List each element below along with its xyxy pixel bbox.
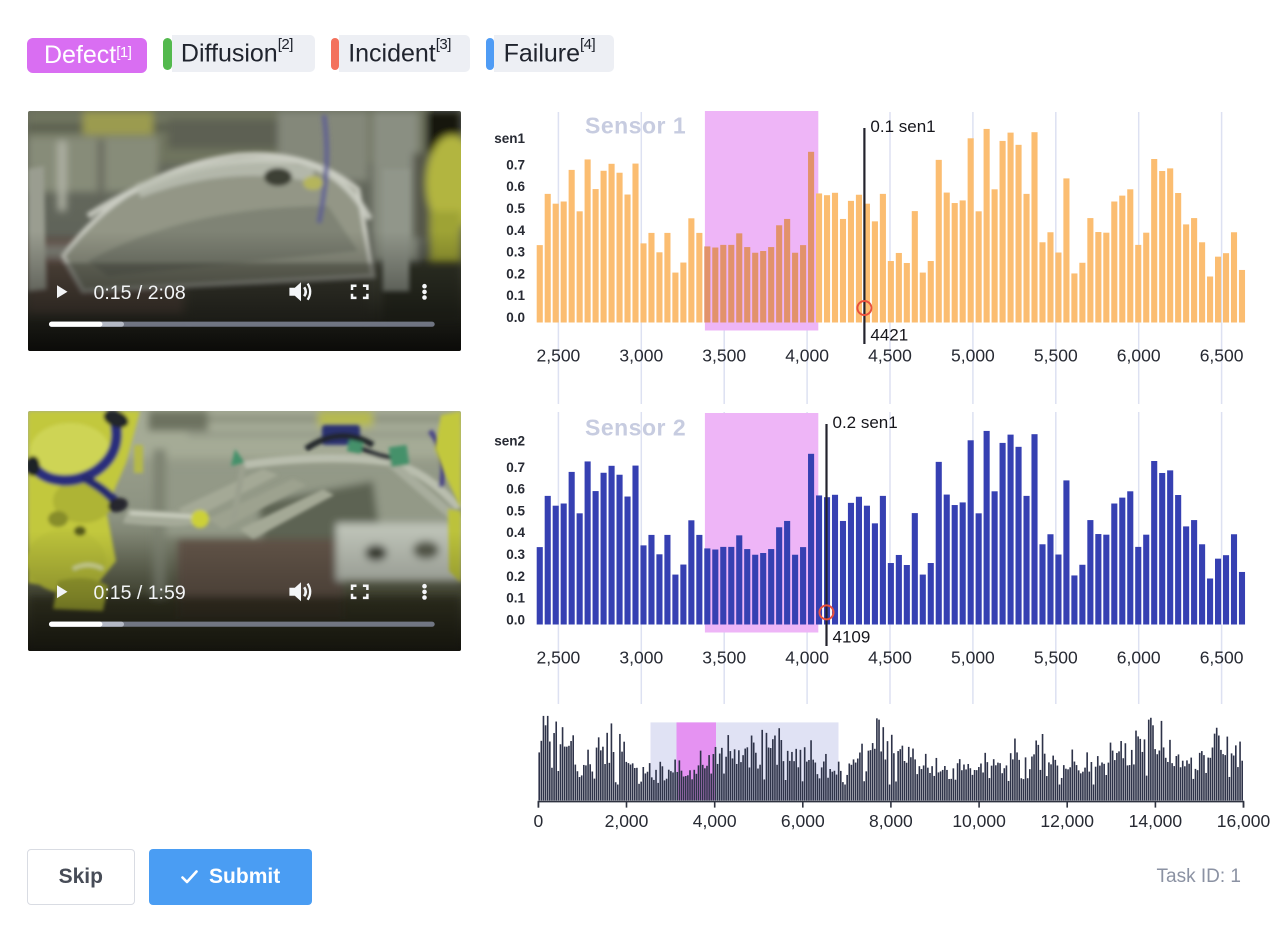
svg-text:3,000: 3,000 [619,346,663,366]
svg-text:0.4: 0.4 [506,223,525,238]
svg-text:2,000: 2,000 [605,811,649,831]
svg-text:0:15 / 1:59: 0:15 / 1:59 [94,582,186,604]
svg-text:3,000: 3,000 [619,648,663,668]
svg-text:4,500: 4,500 [868,346,912,366]
svg-text:0.0: 0.0 [506,612,525,627]
svg-text:2,500: 2,500 [537,346,581,366]
svg-text:0: 0 [534,811,544,831]
svg-text:4,000: 4,000 [693,811,737,831]
svg-text:3,500: 3,500 [702,346,746,366]
svg-text:0.6: 0.6 [506,179,525,194]
svg-text:Sensor 2: Sensor 2 [585,415,686,441]
svg-text:0.2: 0.2 [506,266,525,281]
svg-text:0.7: 0.7 [506,460,525,475]
svg-text:0:15 / 2:08: 0:15 / 2:08 [94,282,186,304]
svg-text:4,000: 4,000 [785,346,829,366]
svg-text:0.2: 0.2 [506,569,525,584]
svg-text:6,000: 6,000 [1117,648,1161,668]
svg-text:14,000: 14,000 [1129,811,1183,831]
svg-text:sen1: sen1 [494,131,525,146]
svg-text:4,000: 4,000 [785,648,829,668]
svg-text:5,000: 5,000 [951,346,995,366]
svg-text:6,500: 6,500 [1200,648,1244,668]
svg-text:4109: 4109 [833,628,871,647]
svg-text:8,000: 8,000 [869,811,913,831]
svg-text:10,000: 10,000 [952,811,1006,831]
svg-text:16,000: 16,000 [1217,811,1271,831]
svg-text:0.2 sen1: 0.2 sen1 [833,413,898,432]
svg-text:0.7: 0.7 [506,157,525,172]
svg-text:0.1: 0.1 [506,288,525,303]
svg-text:4,500: 4,500 [868,648,912,668]
svg-text:0.3: 0.3 [506,547,525,562]
svg-text:Sensor 1: Sensor 1 [585,113,686,139]
svg-text:0.0: 0.0 [506,310,525,325]
svg-text:0.3: 0.3 [506,245,525,260]
svg-text:4421: 4421 [870,326,908,345]
svg-text:0.6: 0.6 [506,482,525,497]
svg-text:5,500: 5,500 [1034,346,1078,366]
svg-text:0.4: 0.4 [506,525,525,540]
svg-text:0.1: 0.1 [506,591,525,606]
svg-text:sen2: sen2 [494,433,525,448]
svg-text:5,500: 5,500 [1034,648,1078,668]
svg-text:0.1 sen1: 0.1 sen1 [870,117,935,136]
svg-text:6,000: 6,000 [1117,346,1161,366]
svg-text:6,000: 6,000 [781,811,825,831]
svg-text:6,500: 6,500 [1200,346,1244,366]
svg-text:2,500: 2,500 [537,648,581,668]
svg-text:5,000: 5,000 [951,648,995,668]
svg-text:3,500: 3,500 [702,648,746,668]
svg-text:0.5: 0.5 [506,503,525,518]
svg-text:0.5: 0.5 [506,201,525,216]
svg-text:12,000: 12,000 [1040,811,1094,831]
